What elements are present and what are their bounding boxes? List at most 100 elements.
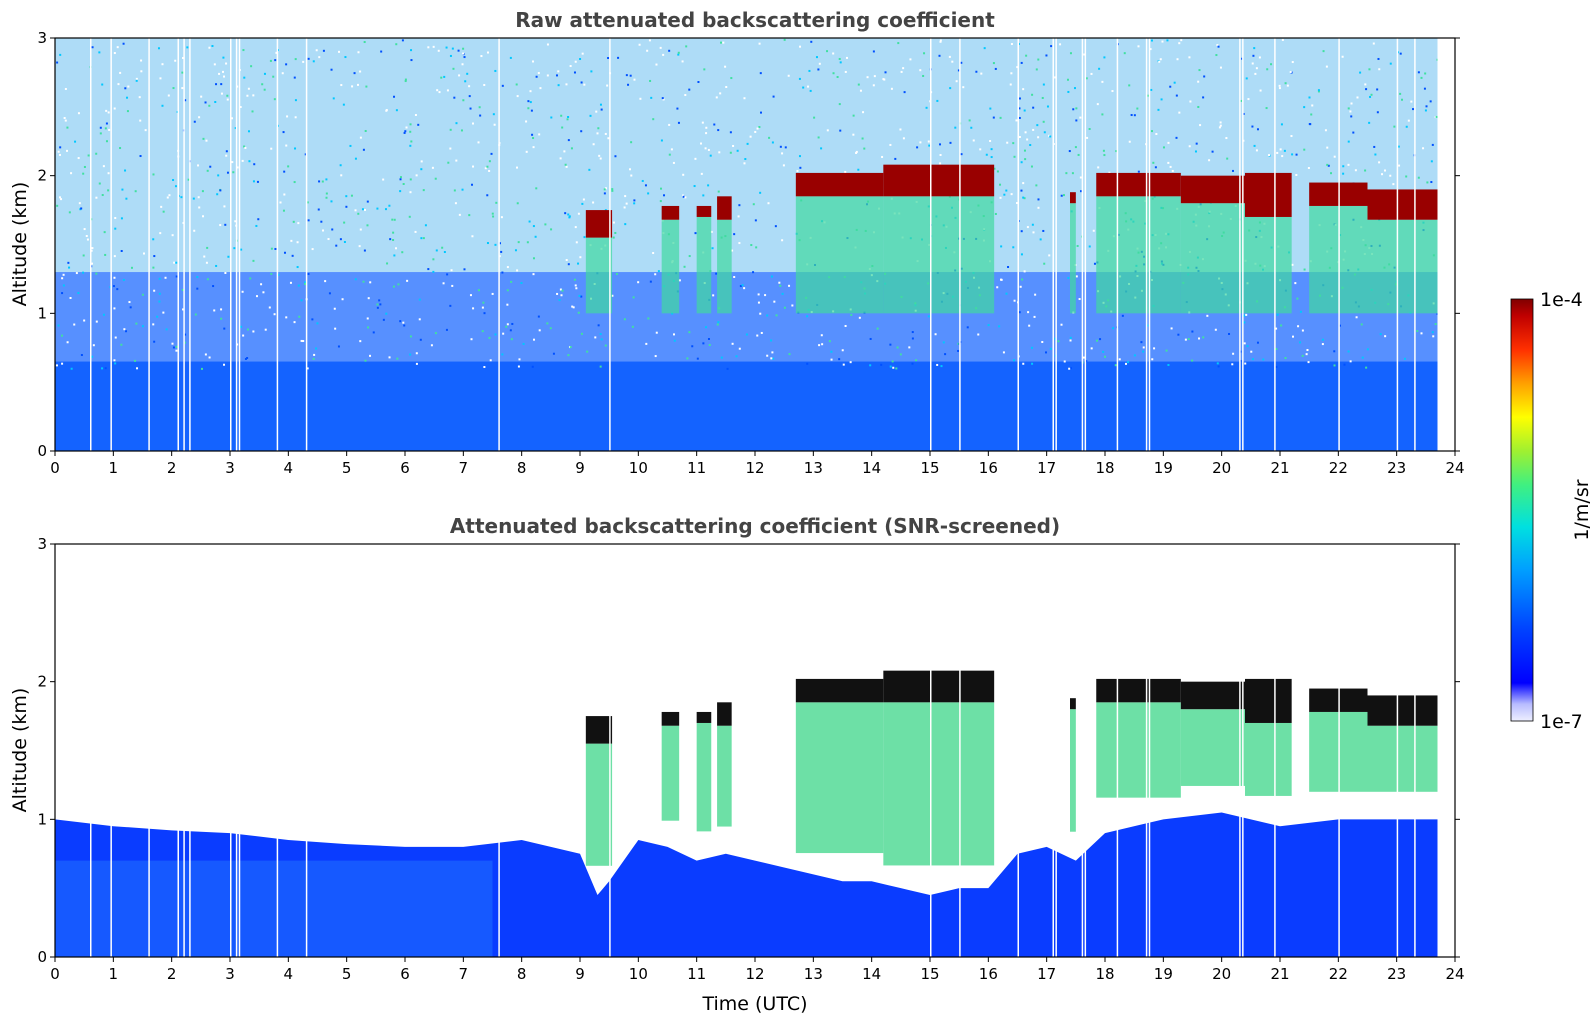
noise-speckle xyxy=(826,129,829,132)
noise-speckle xyxy=(510,338,513,341)
noise-speckle xyxy=(204,353,207,356)
noise-speckle xyxy=(82,254,85,257)
noise-speckle xyxy=(560,294,563,297)
noise-speckle xyxy=(105,140,108,143)
noise-speckle xyxy=(668,153,671,156)
noise-speckle xyxy=(1327,164,1330,167)
noise-speckle xyxy=(138,96,141,99)
data-gap xyxy=(177,544,179,957)
cloud-layer xyxy=(1180,175,1245,204)
noise-speckle xyxy=(623,206,626,209)
noise-speckle xyxy=(315,347,318,350)
noise-speckle xyxy=(1296,297,1299,300)
noise-speckle xyxy=(580,295,583,298)
noise-speckle xyxy=(378,299,381,302)
noise-speckle xyxy=(60,198,63,201)
noise-speckle xyxy=(960,61,963,64)
data-gap xyxy=(238,544,241,957)
noise-speckle xyxy=(532,257,535,260)
x-tick-label: 7 xyxy=(459,965,469,983)
noise-speckle xyxy=(1199,124,1202,127)
noise-speckle xyxy=(164,276,167,279)
noise-speckle xyxy=(951,60,954,63)
data-gap xyxy=(1242,38,1244,451)
noise-speckle xyxy=(1130,114,1133,117)
noise-speckle xyxy=(639,97,642,100)
noise-speckle xyxy=(996,286,999,289)
noise-speckle xyxy=(354,278,357,281)
noise-speckle xyxy=(590,70,593,73)
noise-speckle xyxy=(395,109,398,112)
noise-speckle xyxy=(1291,153,1294,156)
noise-speckle xyxy=(637,281,640,284)
x-tick-label: 20 xyxy=(1212,965,1231,983)
cloud-layer xyxy=(1245,172,1292,217)
noise-speckle xyxy=(104,127,107,130)
data-gap xyxy=(1274,544,1276,957)
noise-speckle xyxy=(615,272,618,275)
noise-speckle xyxy=(1242,112,1245,115)
noise-speckle xyxy=(1030,165,1033,168)
noise-speckle xyxy=(1031,223,1034,226)
noise-speckle xyxy=(500,216,503,219)
noise-speckle xyxy=(574,284,577,287)
noise-speckle xyxy=(1381,173,1384,176)
data-gap xyxy=(235,38,238,451)
noise-speckle xyxy=(580,81,583,84)
noise-speckle xyxy=(80,354,83,357)
noise-speckle xyxy=(532,146,535,149)
noise-speckle xyxy=(501,271,504,274)
noise-speckle xyxy=(1029,144,1032,147)
cloud-layer xyxy=(1367,189,1438,220)
noise-speckle xyxy=(939,162,942,165)
noise-speckle xyxy=(668,123,671,126)
noise-speckle xyxy=(1286,84,1289,87)
noise-speckle xyxy=(773,300,776,303)
noise-speckle xyxy=(873,75,876,78)
noise-speckle xyxy=(1167,161,1170,164)
noise-speckle xyxy=(333,307,336,310)
noise-speckle xyxy=(61,292,64,295)
noise-speckle xyxy=(538,329,541,332)
noise-speckle xyxy=(570,147,573,150)
noise-speckle xyxy=(80,207,83,210)
noise-speckle xyxy=(125,197,128,200)
noise-speckle xyxy=(758,42,761,45)
noise-speckle xyxy=(494,243,497,246)
noise-speckle xyxy=(356,83,359,86)
noise-speckle xyxy=(225,150,228,153)
noise-speckle xyxy=(1202,96,1205,99)
noise-speckle xyxy=(992,62,995,65)
noise-speckle xyxy=(1259,89,1262,92)
noise-speckle xyxy=(1310,113,1313,116)
noise-speckle xyxy=(574,60,577,63)
noise-speckle xyxy=(449,128,452,131)
noise-speckle xyxy=(882,78,885,81)
noise-speckle xyxy=(1059,43,1062,46)
virga-streak xyxy=(1096,196,1181,314)
noise-speckle xyxy=(392,285,395,288)
noise-speckle xyxy=(364,208,367,211)
noise-speckle xyxy=(1045,54,1048,57)
noise-speckle xyxy=(968,119,971,122)
noise-speckle xyxy=(580,130,583,133)
noise-speckle xyxy=(312,60,315,63)
noise-speckle xyxy=(738,242,741,245)
noise-speckle xyxy=(849,361,852,364)
noise-speckle xyxy=(120,217,123,220)
noise-speckle xyxy=(461,63,464,66)
noise-speckle xyxy=(478,106,481,109)
virga-streak xyxy=(696,216,712,314)
noise-speckle xyxy=(114,227,117,230)
x-tick-label: 1 xyxy=(109,459,119,477)
noise-speckle xyxy=(696,357,699,360)
noise-speckle xyxy=(68,266,71,269)
noise-speckle xyxy=(919,141,922,144)
noise-speckle xyxy=(770,275,773,278)
noise-speckle xyxy=(1258,56,1261,59)
noise-speckle xyxy=(359,136,362,139)
noise-speckle xyxy=(248,160,251,163)
noise-speckle xyxy=(670,148,673,151)
noise-speckle xyxy=(61,362,64,365)
